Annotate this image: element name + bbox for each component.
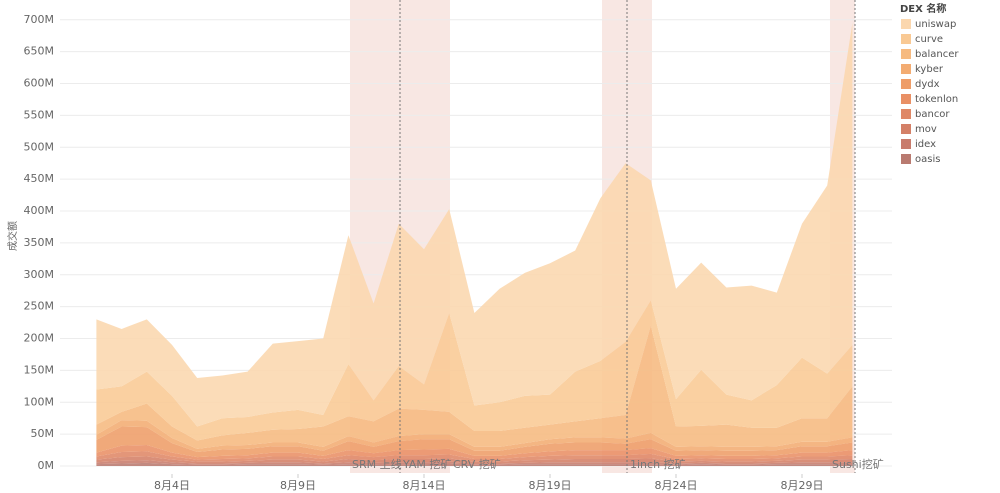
y-tick-label: 150M [24, 363, 55, 376]
y-tick-label: 650M [24, 45, 55, 58]
area [96, 456, 853, 464]
y-axis-title: 成交额 [6, 221, 19, 251]
legend-swatch [901, 124, 911, 134]
y-tick-label: 350M [24, 236, 55, 249]
area [96, 460, 853, 465]
legend-title: DEX 名称 [900, 2, 946, 15]
y-tick-label: 550M [24, 108, 55, 121]
y-tick-label: 450M [24, 172, 55, 185]
legend-swatch [901, 34, 911, 44]
area [96, 451, 853, 462]
legend-swatch [901, 139, 911, 149]
y-tick-label: 0M [38, 459, 55, 472]
x-tick-label: 8月4日 [154, 479, 190, 492]
annotation: 1inch 挖矿 [630, 457, 686, 471]
y-tick-label: 400M [24, 204, 55, 217]
y-tick-label: 100M [24, 395, 55, 408]
area [96, 420, 853, 453]
legend-label: kyber [915, 64, 944, 75]
x-tick-label: 8月14日 [403, 479, 446, 492]
legend-label: curve [915, 34, 943, 45]
area [96, 444, 853, 460]
legend-label: oasis [915, 154, 940, 165]
annotation: CRV 挖矿 [453, 457, 501, 471]
x-tick-label: 8月29日 [781, 479, 824, 492]
x-tick-label: 8月19日 [529, 479, 572, 492]
x-tick-label: 8月24日 [655, 479, 698, 492]
area [96, 325, 853, 449]
annotation: SRM 上线 [352, 457, 402, 471]
legend-label: bancor [915, 109, 950, 120]
legend-label: uniswap [915, 19, 956, 30]
legend-label: idex [915, 139, 936, 150]
annotation: Sushi挖矿 [832, 457, 884, 471]
legend-label: dydx [915, 79, 940, 90]
legend-label: mov [915, 124, 937, 135]
legend-swatch [901, 19, 911, 29]
y-tick-label: 700M [24, 13, 55, 26]
annotation: YAM 挖矿 [402, 457, 451, 471]
event-lines [399, 0, 856, 473]
legend-swatch [901, 79, 911, 89]
y-tick-label: 300M [24, 268, 55, 281]
y-tick-label: 600M [24, 77, 55, 90]
y-tick-label: 500M [24, 140, 55, 153]
legend-label: balancer [915, 49, 959, 60]
legend-swatch [901, 64, 911, 74]
legend-swatch [901, 154, 911, 164]
area [96, 22, 853, 427]
area [96, 300, 853, 441]
y-tick-label: 50M [31, 427, 55, 440]
legend-swatch [901, 49, 911, 59]
y-tick-label: 250M [24, 300, 55, 313]
legend-swatch [901, 109, 911, 119]
area [96, 426, 853, 458]
x-tick-label: 8月9日 [280, 479, 316, 492]
legend-label: tokenlon [915, 94, 958, 105]
area [96, 462, 853, 467]
legend-swatch [901, 94, 911, 104]
y-tick-label: 200M [24, 332, 55, 345]
